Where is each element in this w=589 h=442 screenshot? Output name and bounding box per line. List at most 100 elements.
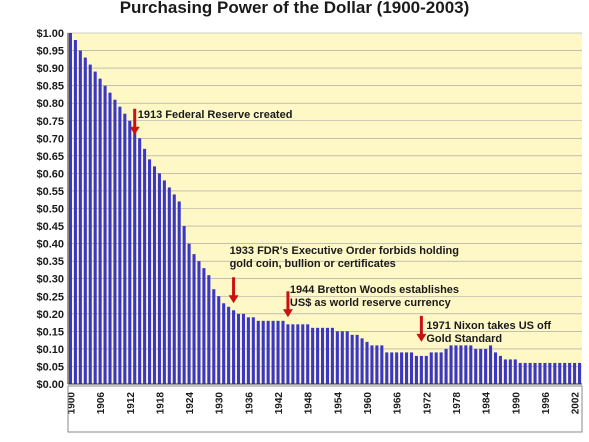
bar	[236, 313, 241, 384]
annotation-text: gold coin, bullion or certificates	[230, 258, 396, 270]
y-tick-label: $0.50	[36, 204, 64, 216]
bar	[395, 352, 399, 384]
bar	[98, 78, 102, 384]
x-tick-label: 1900	[66, 392, 77, 415]
bar	[281, 320, 285, 384]
annotations: 1913 Federal Reserve created 1933 FDR's E…	[129, 108, 551, 345]
bar	[503, 359, 507, 384]
y-tick-label: $0.45	[36, 221, 64, 233]
bar	[409, 352, 414, 384]
bar	[128, 120, 132, 384]
bar	[508, 359, 512, 384]
y-tick-label: $0.70	[36, 133, 64, 145]
bar	[340, 331, 344, 384]
bar	[553, 362, 557, 384]
bar	[78, 50, 82, 385]
bar	[291, 324, 295, 384]
y-tick-label: $1.00	[36, 28, 64, 40]
y-tick-label: $0.90	[36, 63, 64, 75]
x-tick-label: 1918	[155, 392, 166, 415]
bar	[558, 362, 562, 384]
y-tick-label: $0.15	[36, 326, 64, 338]
bar	[350, 334, 354, 384]
bar	[138, 138, 142, 384]
x-tick-label: 1960	[363, 392, 374, 415]
bar	[434, 352, 438, 384]
annotation-text: Gold Standard	[426, 333, 502, 345]
bar	[459, 345, 463, 384]
bar	[241, 313, 245, 384]
x-tick-label: 1930	[215, 392, 226, 415]
bar	[321, 327, 325, 384]
bar	[108, 92, 112, 385]
bar	[266, 320, 270, 384]
bar	[152, 166, 157, 384]
chart-title: Purchasing Power of the Dollar (1900-200…	[119, 0, 470, 17]
bar	[192, 254, 196, 384]
bar	[271, 320, 275, 384]
y-tick-label: $0.00	[36, 379, 64, 391]
bar	[172, 194, 176, 384]
bar	[370, 345, 374, 384]
bar	[563, 362, 567, 384]
bar	[316, 327, 320, 384]
bar	[286, 324, 290, 384]
bar	[88, 64, 92, 384]
bar	[123, 113, 127, 384]
bar	[276, 320, 280, 384]
y-tick-label: $0.25	[36, 291, 64, 303]
bar	[419, 355, 423, 384]
bar	[202, 268, 206, 384]
bar	[523, 362, 527, 384]
y-tick-label: $0.95	[36, 46, 64, 58]
bar	[133, 127, 137, 385]
bar	[360, 338, 364, 384]
bar	[375, 345, 379, 384]
bar	[493, 352, 498, 384]
bar	[489, 345, 493, 384]
bar	[301, 324, 305, 384]
y-tick-label: $0.30	[36, 274, 64, 286]
annotation-text: 1933 FDR's Executive Order forbids holdi…	[230, 245, 459, 257]
bar	[355, 334, 359, 384]
annotation-text: 1971 Nixon takes US off	[426, 320, 551, 332]
bar	[390, 352, 394, 384]
x-tick-label: 1996	[541, 392, 552, 415]
annotation-arrowhead	[416, 333, 427, 342]
bar	[464, 345, 468, 384]
bar	[414, 355, 418, 384]
bar	[405, 352, 409, 384]
bar	[568, 362, 572, 384]
y-tick-label: $0.55	[36, 186, 64, 198]
bar	[222, 303, 226, 384]
bar	[212, 289, 216, 384]
x-tick-label: 1984	[482, 392, 493, 415]
y-tick-label: $0.65	[36, 151, 64, 163]
x-tick-label: 1942	[274, 392, 285, 415]
bar	[207, 275, 211, 384]
bar	[424, 355, 428, 384]
bar	[400, 352, 404, 384]
x-tick-label: 1936	[244, 392, 255, 415]
bar	[143, 148, 147, 384]
bar	[157, 173, 161, 384]
x-tick-label: 2002	[571, 392, 582, 415]
bar	[296, 324, 300, 384]
bar	[93, 71, 97, 385]
bar	[325, 327, 329, 384]
bar	[197, 261, 201, 384]
bar	[73, 40, 77, 385]
bar	[167, 187, 171, 384]
x-tick-label: 1924	[185, 392, 196, 415]
x-tick-label: 1978	[452, 392, 463, 415]
x-tick-label: 1906	[96, 392, 107, 415]
x-axis-panel	[67, 385, 583, 433]
bar	[335, 331, 339, 384]
bar	[261, 320, 265, 384]
bars	[68, 33, 582, 385]
annotation-arrowhead	[228, 295, 239, 304]
bar	[148, 159, 152, 384]
annotation-text: 1944 Bretton Woods establishes	[290, 284, 459, 296]
y-tick-label: $0.60	[36, 168, 64, 180]
bar	[474, 348, 478, 384]
